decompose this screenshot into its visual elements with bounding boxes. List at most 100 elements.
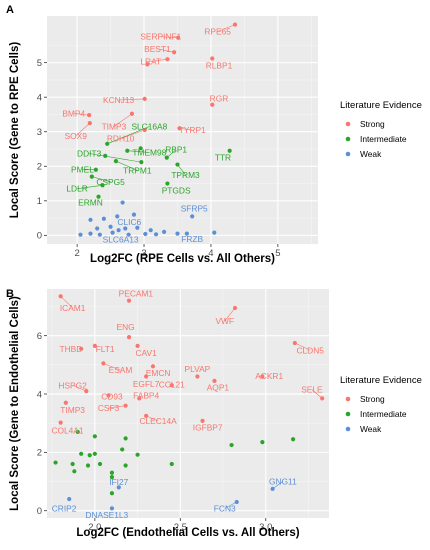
data-point-intermediate	[175, 162, 180, 167]
data-point-strong	[101, 361, 106, 366]
label-connector	[177, 164, 186, 176]
data-point-weak	[212, 230, 217, 235]
point-label: PMEL	[71, 165, 94, 175]
label-connector	[160, 36, 179, 39]
data-point-strong	[126, 298, 132, 303]
point-label: PLVAP	[185, 364, 211, 374]
legend-label: Weak	[360, 149, 382, 159]
data-point-strong	[142, 127, 147, 133]
data-point-strong	[144, 413, 149, 418]
data-point-strong	[150, 364, 156, 369]
label-connector	[311, 389, 323, 399]
data-point-intermediate	[109, 475, 115, 480]
x-tick-label: 2	[74, 248, 79, 259]
data-point-strong	[123, 403, 128, 408]
label-connector	[75, 122, 91, 137]
point-label: BMP4	[62, 108, 85, 118]
data-point-strong	[212, 378, 217, 383]
point-label: TRPM1	[123, 165, 152, 175]
point-label: DNASE1L3	[85, 510, 128, 520]
panel-b-y-axis-title: Local Score (Gene to Endothelial Cells)	[9, 296, 21, 511]
point-label: EGFL7	[133, 379, 160, 389]
label-connector	[217, 24, 236, 32]
data-point-intermediate	[92, 434, 97, 439]
point-label: ENG	[117, 322, 135, 332]
data-point-strong	[195, 374, 200, 379]
data-point-weak	[115, 214, 120, 219]
data-point-weak	[67, 496, 72, 502]
data-point-weak	[270, 486, 275, 491]
data-point-strong	[169, 383, 174, 388]
data-point-intermediate	[79, 451, 84, 456]
label-connector	[113, 113, 133, 127]
point-label: CSPG5	[96, 177, 125, 187]
data-point-strong	[177, 126, 182, 131]
data-point-weak	[148, 228, 153, 233]
point-label: SOX9	[65, 131, 88, 141]
x-tick-label: 2.0	[88, 522, 101, 533]
label-connector	[91, 176, 111, 183]
data-point-strong	[200, 418, 205, 423]
legend-label: Strong	[360, 119, 385, 129]
legend-label: Intermediate	[360, 409, 407, 419]
label-connector	[115, 160, 138, 171]
point-label: SERPINF1	[140, 32, 181, 42]
data-point-weak	[123, 226, 128, 231]
point-label: RPE65	[204, 27, 231, 37]
data-point-weak	[95, 226, 100, 231]
data-point-intermediate	[229, 442, 234, 448]
data-point-strong	[232, 22, 238, 27]
legend-key-intermediate	[345, 411, 351, 417]
x-tick-label: 3.0	[259, 522, 272, 533]
legend-key-strong	[345, 396, 351, 402]
point-label: PECAM1	[119, 288, 154, 298]
data-point-intermediate	[120, 447, 125, 452]
panel-a-x-axis-title: Log2FC (RPE Cells vs. All Others)	[90, 253, 275, 265]
data-point-intermediate	[135, 452, 140, 457]
panel-b-marks: ICAM1 PECAM1 VWF ENG CAV1 FLT1 THBD CLDN5 ESAM EM…	[51, 288, 324, 520]
point-label: TYRP1	[179, 125, 206, 135]
panel-a-plot-area	[47, 16, 318, 244]
data-point-weak	[116, 485, 121, 490]
data-point-weak	[88, 231, 93, 236]
data-point-strong	[144, 374, 149, 379]
panel-b-ticks: 2.0 2.5 3.0 0 2 4 6	[37, 331, 273, 533]
data-point-intermediate	[103, 153, 108, 159]
data-point-intermediate	[138, 146, 143, 151]
panel-a-grid	[47, 16, 318, 244]
label-connector	[60, 296, 73, 309]
point-label: CLDN5	[296, 345, 324, 355]
data-point-intermediate	[123, 436, 128, 441]
point-label: FRZB	[181, 234, 203, 244]
label-connector	[72, 384, 87, 392]
data-point-strong	[320, 396, 325, 401]
data-point-strong	[176, 35, 181, 40]
panel-a-marks: RPE65 SERPINF1 BEST1 LRAT RLBP1 KCNJ13 RGR BMP4…	[62, 22, 238, 245]
data-point-strong	[137, 396, 142, 401]
data-point-strong	[172, 50, 177, 55]
data-point-weak	[190, 214, 195, 219]
data-point-weak	[120, 200, 125, 205]
panel-b: B 2.0 2.5 3.0 0 2 4 6 ICAM1 PECAM1 VWF ENG CAV1 FLT…	[6, 288, 422, 539]
point-label: BEST1	[144, 44, 171, 54]
data-point-strong	[87, 113, 92, 118]
point-label: DDIT3	[77, 148, 102, 158]
data-point-strong	[87, 120, 92, 126]
label-connector	[89, 153, 142, 163]
point-label: CD93	[101, 391, 123, 401]
data-point-intermediate	[123, 463, 128, 468]
data-point-intermediate	[97, 461, 103, 467]
point-label: CLEC14A	[139, 416, 177, 426]
y-tick-label: 6	[37, 331, 42, 342]
data-point-intermediate	[96, 194, 101, 199]
data-point-strong	[145, 62, 150, 67]
label-connector	[224, 501, 237, 509]
data-point-strong	[79, 346, 84, 351]
point-label: AQP1	[207, 383, 230, 393]
data-point-weak	[184, 231, 189, 236]
point-label: CAV1	[135, 348, 157, 358]
y-tick-label: 1	[37, 196, 42, 207]
data-point-weak	[78, 232, 83, 237]
label-connector	[77, 184, 103, 190]
y-tick-label: 0	[37, 231, 42, 242]
